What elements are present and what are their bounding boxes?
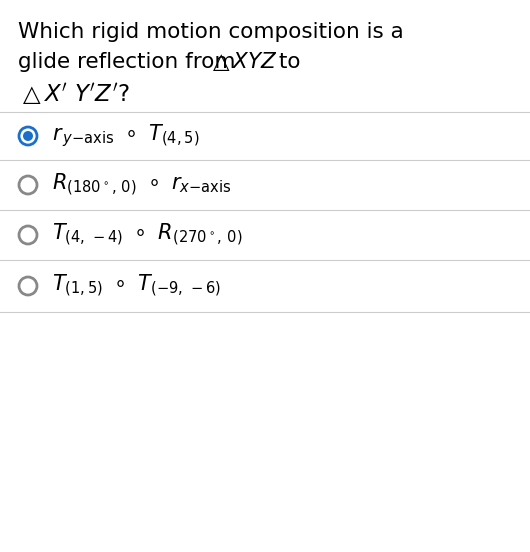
Text: $T_{(4,\,-4)}\ \circ\ R_{(270^\circ,\,0)}$: $T_{(4,\,-4)}\ \circ\ R_{(270^\circ,\,0)… [52,222,243,248]
Circle shape [19,176,37,194]
Text: to: to [272,52,301,72]
Text: $R_{(180^\circ,\,0)}\ \circ\ r_{x\mathregular{-axis}}$: $R_{(180^\circ,\,0)}\ \circ\ r_{x\mathre… [52,172,232,198]
Text: $\triangle XYZ$: $\triangle XYZ$ [208,50,278,73]
Circle shape [23,131,33,141]
Text: glide reflection from: glide reflection from [18,52,242,72]
Text: Which rigid motion composition is a: Which rigid motion composition is a [18,22,404,42]
Circle shape [19,277,37,295]
Text: $r_{\,y\mathregular{-axis}}\ \circ\ T_{(4,5)}$: $r_{\,y\mathregular{-axis}}\ \circ\ T_{(… [52,123,199,150]
Text: $T_{(1,5)}\ \circ\ T_{(-9,\,-6)}$: $T_{(1,5)}\ \circ\ T_{(-9,\,-6)}$ [52,273,221,299]
Circle shape [19,127,37,145]
Circle shape [19,226,37,244]
Text: $\triangle X'\ Y'Z'$?: $\triangle X'\ Y'Z'$? [18,82,130,108]
